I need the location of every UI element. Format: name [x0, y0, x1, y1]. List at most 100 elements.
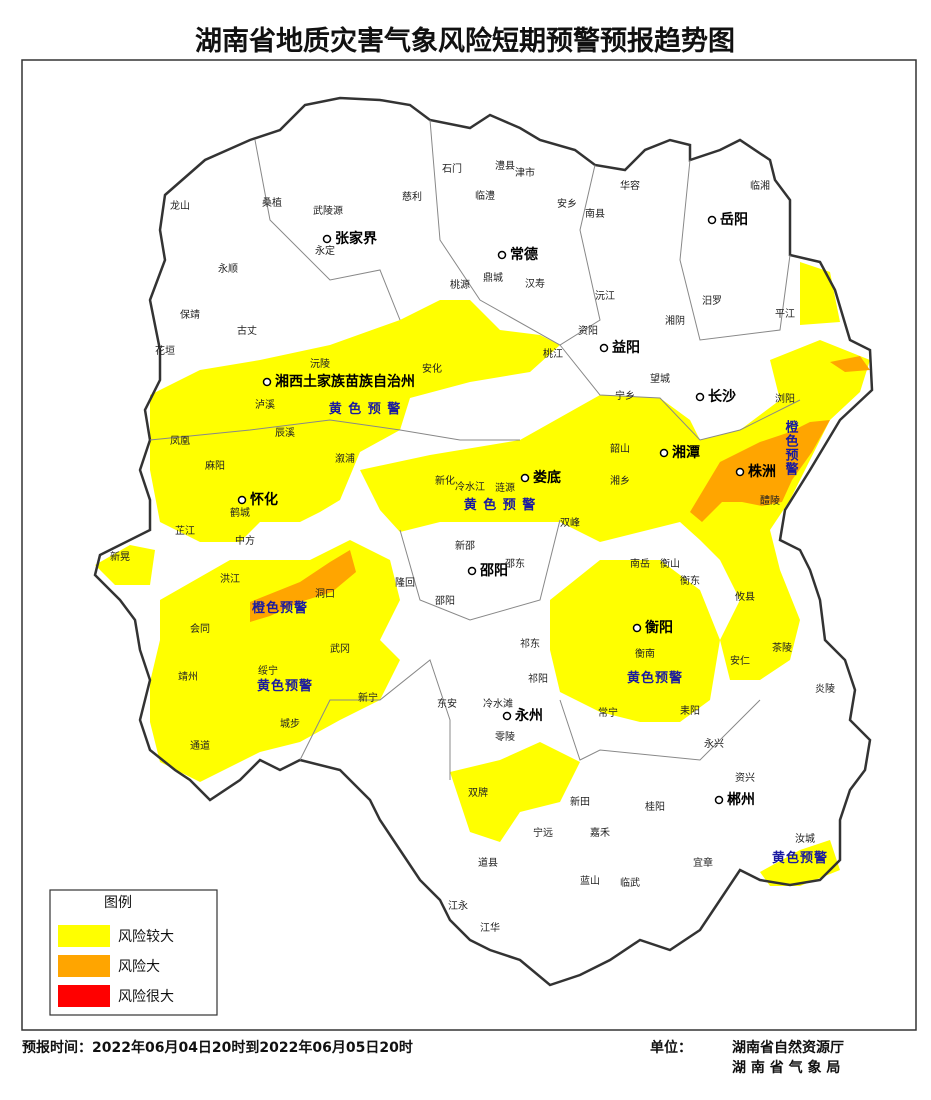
- county-label: 澧县: [495, 159, 515, 172]
- city-label: 邵阳: [479, 563, 508, 579]
- county-label: 新晃: [110, 550, 130, 563]
- county-label: 零陵: [495, 731, 515, 743]
- county-label: 衡东: [680, 574, 700, 587]
- city-dot: [262, 377, 272, 387]
- city-dot: [632, 623, 642, 633]
- legend-label: 风险较大: [118, 929, 174, 945]
- county-label: 隆回: [395, 576, 415, 589]
- risk-area: [95, 545, 155, 585]
- county-label: 永顺: [218, 262, 238, 275]
- city-dot: [502, 711, 512, 721]
- city-label: 郴州: [727, 791, 755, 808]
- unit-label: 单位：: [650, 1039, 692, 1056]
- county-label: 冷水滩: [483, 697, 513, 710]
- map-frame: [21, 59, 917, 1031]
- county-label: 中方: [235, 534, 255, 547]
- risk-area: [250, 550, 356, 622]
- legend-label: 风险大: [118, 959, 160, 975]
- county-label: 凤凰: [170, 435, 190, 447]
- city-label: 湘西土家族苗族自治州: [275, 373, 415, 390]
- risk-area: [450, 742, 580, 842]
- county-label: 衡南: [635, 647, 655, 660]
- county-label: 花垣: [155, 344, 175, 357]
- risk-area: [800, 262, 840, 325]
- county-label: 洪江: [220, 573, 240, 585]
- city-dot: [467, 566, 477, 576]
- risk-area: [550, 560, 720, 722]
- county-label: 永兴: [704, 737, 724, 750]
- warning-label: 黄 色 预 警: [464, 497, 537, 513]
- county-label: 宁乡: [615, 389, 635, 402]
- city-label: 张家界: [335, 230, 378, 247]
- city-dot: [520, 473, 530, 483]
- county-label: 芷江: [175, 524, 195, 537]
- county-label: 江永: [448, 899, 468, 912]
- county-label: 龙山: [170, 199, 190, 212]
- county-label: 宜章: [693, 856, 713, 869]
- county-label: 嘉禾: [590, 826, 610, 839]
- city-label: 岳阳: [720, 211, 748, 228]
- legend-swatch: [58, 955, 110, 977]
- county-label: 衡山: [660, 558, 680, 570]
- unit-name: 湖南省自然资源厅: [732, 1039, 844, 1056]
- county-label: 平江: [775, 308, 795, 320]
- risk-area: [760, 840, 840, 886]
- county-label: 桂阳: [645, 800, 665, 813]
- county-label: 东安: [437, 697, 457, 710]
- county-label: 沅江: [595, 289, 615, 302]
- county-label: 邵阳: [435, 595, 455, 607]
- city-dot: [659, 448, 669, 458]
- county-label: 南岳: [630, 557, 650, 570]
- risk-area: [830, 356, 870, 372]
- county-label: 邵东: [505, 557, 525, 570]
- county-label: 溆浦: [335, 452, 355, 465]
- county-label: 湘乡: [610, 474, 630, 487]
- county-label: 临武: [620, 876, 640, 889]
- county-label: 安乡: [557, 197, 577, 210]
- legend-label: 风险很大: [118, 989, 174, 1005]
- county-label: 汝城: [795, 832, 815, 845]
- city-label: 长沙: [708, 388, 736, 405]
- legend-swatch: [58, 925, 110, 947]
- legend-swatch: [58, 985, 110, 1007]
- county-label: 攸县: [735, 590, 755, 603]
- county-label: 新邵: [455, 539, 475, 552]
- city-label: 娄底: [533, 469, 561, 486]
- county-label: 永定: [315, 244, 335, 257]
- county-label: 桃江: [543, 347, 563, 360]
- risk-area: [150, 540, 400, 782]
- city-dot: [237, 495, 247, 505]
- city-dot: [322, 234, 332, 244]
- county-label: 浏阳: [775, 392, 795, 405]
- county-label: 临澧: [475, 189, 495, 202]
- county-label: 宁远: [533, 826, 553, 839]
- county-label: 祁东: [520, 637, 540, 650]
- legend-title: 图例: [104, 895, 132, 911]
- city-label: 怀化: [250, 491, 278, 508]
- county-label: 新宁: [358, 691, 378, 704]
- province-outline: [93, 96, 874, 987]
- warning-label: 黄 色 预 警: [329, 401, 402, 417]
- county-label: 洞口: [315, 588, 335, 600]
- county-label: 江华: [480, 921, 500, 934]
- county-label: 慈利: [402, 190, 422, 203]
- county-label: 武陵源: [313, 204, 343, 217]
- county-label: 辰溪: [275, 427, 295, 439]
- county-label: 麻阳: [205, 459, 225, 472]
- county-label: 安仁: [730, 654, 750, 667]
- warning-label: 橙色预警: [252, 600, 308, 616]
- county-label: 石门: [442, 162, 462, 175]
- warning-label: 橙色预警: [783, 419, 799, 476]
- risk-area: [150, 300, 560, 542]
- warning-label: 黄色预警: [772, 850, 828, 866]
- city-dot: [714, 795, 724, 805]
- county-label: 炎陵: [815, 683, 835, 695]
- county-label: 会同: [190, 622, 210, 635]
- risk-areas: [95, 262, 870, 886]
- city-dot: [707, 215, 717, 225]
- county-label: 醴陵: [760, 495, 780, 507]
- county-label: 绥宁: [258, 664, 278, 677]
